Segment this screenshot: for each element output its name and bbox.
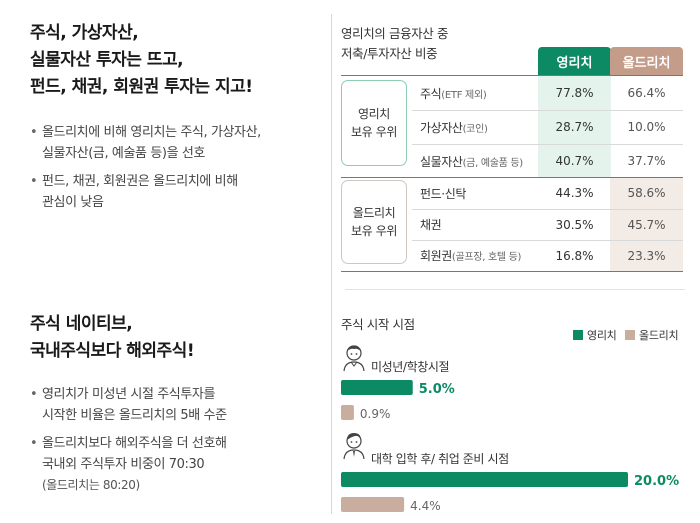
bar-young-rich bbox=[341, 472, 628, 487]
headline-line: 국내주식보다 해외주식! bbox=[30, 341, 195, 361]
table-cell: 28.7% bbox=[555, 120, 594, 134]
bar-old-rich bbox=[341, 497, 405, 512]
bullet-note: (올드리치는 80:20) bbox=[42, 478, 140, 492]
category-label: 미성년/학창시절 bbox=[371, 360, 450, 374]
bar-value-label: 5.0% bbox=[419, 382, 455, 397]
young-advantage-shade bbox=[538, 75, 611, 177]
legend-swatch bbox=[625, 330, 635, 340]
section-separator bbox=[345, 289, 685, 290]
bar-value-label: 0.9% bbox=[360, 407, 391, 421]
row-label-memberships: 회원권 (골프장, 호텔 등) bbox=[420, 249, 522, 263]
bullet-item: 영리치가 미성년 시절 주식투자를 시작한 비율은 올드리치의 5배 수준 bbox=[30, 384, 227, 426]
legend-item-old-rich: 올드리치 bbox=[625, 327, 679, 343]
table-cell: 16.8% bbox=[555, 248, 594, 263]
bar-value-label: 20.0% bbox=[634, 474, 679, 489]
table-row-rule bbox=[412, 144, 683, 145]
table-cell: 44.3% bbox=[555, 186, 594, 200]
table-cell: 77.8% bbox=[555, 86, 594, 100]
headline-stock-native: 주식 네이티브, 국내주식보다 해외주식! bbox=[30, 311, 195, 365]
table-row-rule bbox=[412, 110, 683, 111]
row-label-funds: 펀드·신탁 bbox=[420, 186, 466, 201]
chart-title: 주식 시작 시점 bbox=[341, 317, 415, 332]
table-group-rule bbox=[341, 177, 683, 178]
row-label-bonds: 채권 bbox=[420, 218, 442, 232]
table-cell: 30.5% bbox=[555, 217, 594, 232]
table-cell: 23.3% bbox=[627, 248, 666, 263]
headline-line: 주식 네이티브, bbox=[30, 314, 133, 334]
bullet-item: 올드리치에 비해 영리치는 주식, 가상자산, 실물자산(금, 예술품 등)을 … bbox=[30, 122, 261, 164]
table-cell: 58.6% bbox=[627, 186, 666, 200]
row-label-stock: 주식 (ETF 제외) bbox=[420, 86, 487, 101]
row-label-physical-assets: 실물자산 (금, 예술품 등) bbox=[420, 154, 523, 169]
bar-old-rich bbox=[341, 405, 354, 420]
row-label-crypto: 가상자산 (코인) bbox=[420, 120, 488, 135]
old-advantage-shade bbox=[610, 177, 683, 272]
vertical-divider bbox=[331, 14, 332, 514]
headline-line: 주식, 가상자산, bbox=[30, 23, 139, 43]
bullet-list-assets: 올드리치에 비해 영리치는 주식, 가상자산, 실물자산(금, 예술품 등)을 … bbox=[30, 122, 261, 220]
table-cell: 40.7% bbox=[555, 154, 594, 168]
bullet-item: 올드리치보다 해외주식을 더 선호해 국내외 주식투자 비중이 70:30 (올… bbox=[30, 433, 227, 496]
table-cell: 10.0% bbox=[627, 120, 666, 134]
table-cell: 45.7% bbox=[627, 217, 666, 232]
group-label-old-advantage: 올드리치 보유 우위 bbox=[341, 180, 407, 264]
legend-swatch bbox=[573, 330, 583, 340]
bar-value-label: 4.4% bbox=[410, 499, 441, 513]
column-header-young-rich: 영리치 bbox=[538, 47, 611, 75]
job-seeker-person-icon bbox=[343, 433, 365, 460]
table-row-rule bbox=[412, 209, 683, 210]
headline-line: 펀드, 채권, 회원권 투자는 지고! bbox=[30, 77, 253, 97]
table-row-rule bbox=[412, 240, 683, 241]
table-cell: 37.7% bbox=[627, 154, 666, 168]
table-cell: 66.4% bbox=[627, 86, 666, 100]
headline-asset-trends: 주식, 가상자산, 실물자산 투자는 뜨고, 펀드, 채권, 회원권 투자는 지… bbox=[30, 20, 253, 101]
category-label: 대학 입학 후/ 취업 준비 시점 bbox=[371, 452, 509, 466]
group-label-young-advantage: 영리치 보유 우위 bbox=[341, 80, 407, 166]
column-header-old-rich: 올드리치 bbox=[610, 47, 683, 75]
legend-item-young-rich: 영리치 bbox=[573, 327, 617, 343]
headline-line: 실물자산 투자는 뜨고, bbox=[30, 50, 184, 70]
bar-young-rich bbox=[341, 380, 413, 395]
table-title: 영리치의 금융자산 중 저축/투자자산 비중 bbox=[341, 26, 449, 61]
bullet-item: 펀드, 채권, 회원권은 올드리치에 비해 관심이 낮음 bbox=[30, 171, 261, 213]
student-person-icon bbox=[343, 345, 365, 372]
table-top-rule bbox=[341, 75, 683, 76]
table-bottom-rule bbox=[341, 271, 683, 272]
bullet-list-stocks: 영리치가 미성년 시절 주식투자를 시작한 비율은 올드리치의 5배 수준 올드… bbox=[30, 384, 227, 503]
